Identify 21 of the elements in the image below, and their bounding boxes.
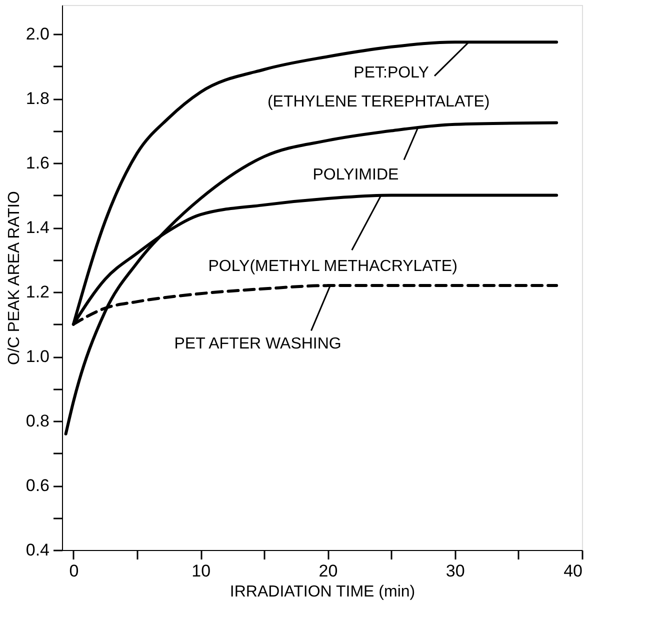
y-tick-label: 0.6 (26, 476, 50, 496)
y-tick-label: 2.0 (26, 24, 50, 44)
y-tick-label: 1.6 (26, 154, 50, 173)
y-axis-title: O/C PEAK AREA RATIO (6, 191, 23, 365)
x-tick-label: 40 (564, 562, 582, 580)
y-tick-label: 1.2 (26, 282, 50, 302)
x-tick-label: 0 (69, 562, 79, 580)
x-tick-label: 30 (446, 562, 465, 580)
annotation: PET:POLY (354, 64, 430, 82)
annotation: PET AFTER WASHING (174, 336, 342, 353)
y-tick-label: 1.0 (26, 347, 50, 366)
annotation: POLY(METHYL METHACRYLATE) (208, 258, 458, 276)
y-tick-label: 0.8 (26, 412, 50, 431)
x-tick-label: 20 (318, 562, 338, 580)
annotation: POLYIMIDE (312, 166, 399, 184)
y-tick-label: 0.4 (26, 540, 50, 560)
y-tick-label: 1.4 (26, 218, 50, 238)
x-axis-title: IRRADIATION TIME (min) (230, 584, 416, 600)
y-tick-label: 1.8 (26, 89, 50, 108)
x-tick-label: 10 (192, 562, 211, 580)
annotation: (ETHYLENE TEREPHTALATE) (267, 94, 490, 111)
